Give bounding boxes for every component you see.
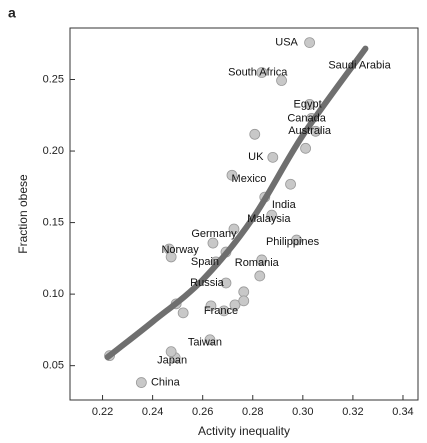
point-label: USA xyxy=(275,37,298,49)
point-label: Egypt xyxy=(294,98,322,110)
y-tick-label: 0.15 xyxy=(43,216,64,228)
point xyxy=(204,334,216,346)
point-label: Japan xyxy=(157,355,187,367)
x-axis-title: Activity inequality xyxy=(198,424,290,438)
point xyxy=(207,237,219,249)
point xyxy=(165,346,177,358)
point-label: Philippines xyxy=(266,236,320,248)
y-tick-label: 0.10 xyxy=(43,288,64,300)
point xyxy=(229,299,241,311)
point xyxy=(266,209,278,221)
point-label: China xyxy=(151,376,181,388)
point xyxy=(249,128,261,140)
point-label: Saudi Arabia xyxy=(328,59,391,71)
point-label: UK xyxy=(248,151,264,163)
point-label: Romania xyxy=(235,257,280,269)
y-axis-title: Fraction obese xyxy=(16,174,30,254)
point-label: Mexico xyxy=(232,173,267,185)
panel-letter: a xyxy=(8,5,16,21)
point xyxy=(254,270,266,282)
point xyxy=(267,151,279,163)
point-label: Canada xyxy=(287,112,326,124)
fit-curve xyxy=(104,45,369,361)
x-tick-label: 0.30 xyxy=(292,406,313,418)
point xyxy=(304,99,315,110)
point-label: Norway xyxy=(161,244,199,256)
point xyxy=(238,286,250,298)
x-tick-label: 0.34 xyxy=(392,406,413,418)
x-tick-label: 0.24 xyxy=(142,406,163,418)
point xyxy=(220,277,232,289)
point-label: Germany xyxy=(191,228,237,240)
point-label: Malaysia xyxy=(247,213,291,225)
x-tick-label: 0.26 xyxy=(192,406,213,418)
point xyxy=(285,178,296,190)
point xyxy=(135,377,147,388)
point-label: Taiwan xyxy=(188,337,222,349)
point xyxy=(228,223,240,235)
y-tick-label: 0.20 xyxy=(43,145,64,157)
point-label: South Africa xyxy=(228,66,288,78)
point xyxy=(304,37,315,48)
point xyxy=(256,254,268,266)
point xyxy=(177,307,189,319)
point-label: Australia xyxy=(288,125,332,137)
x-tick-label: 0.22 xyxy=(92,406,113,418)
point xyxy=(238,295,250,307)
point xyxy=(218,305,230,317)
point xyxy=(205,300,217,312)
x-tick-label: 0.28 xyxy=(242,406,263,418)
plot-frame xyxy=(69,27,419,401)
point xyxy=(276,75,287,86)
x-tick-label: 0.32 xyxy=(342,406,363,418)
point xyxy=(310,125,322,137)
point xyxy=(291,234,302,246)
y-tick-label: 0.05 xyxy=(43,360,64,372)
point-label: France xyxy=(204,305,238,317)
y-tick-label: 0.25 xyxy=(43,73,64,85)
point xyxy=(226,169,238,181)
point-label: Russia xyxy=(190,277,225,289)
point-label: India xyxy=(272,199,297,211)
point-label: Spain xyxy=(191,256,219,268)
point xyxy=(165,251,177,263)
point xyxy=(256,67,268,78)
point xyxy=(300,142,311,154)
